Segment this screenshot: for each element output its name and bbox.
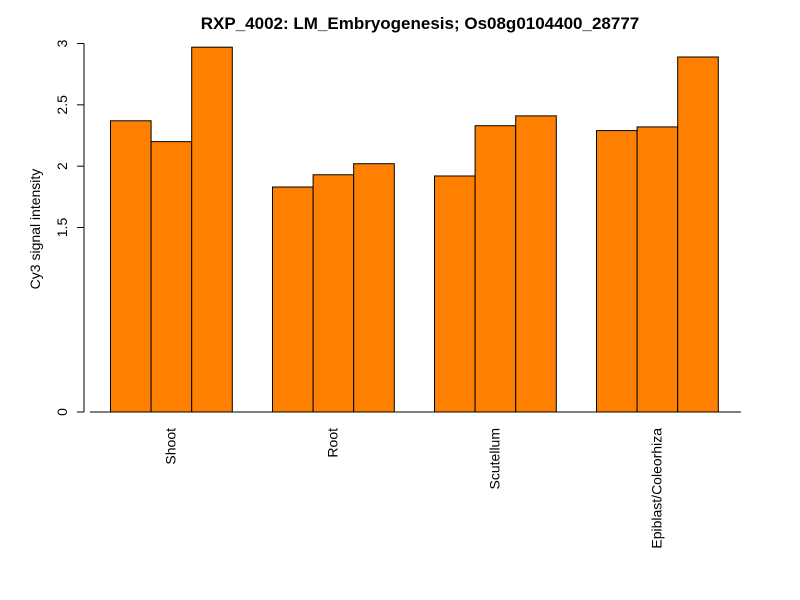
y-axis-label: Cy3 signal intensity: [27, 169, 43, 290]
bar: [677, 56, 719, 413]
bar: [434, 175, 476, 413]
bar: [312, 174, 355, 413]
bar: [636, 126, 679, 413]
bar: [191, 46, 233, 413]
bar: [110, 120, 152, 413]
y-tick-label: 1.5: [54, 218, 70, 238]
x-category-label: Epiblast/Coleorhiza: [648, 428, 664, 549]
bar: [353, 163, 395, 413]
bar: [272, 186, 314, 413]
bar: [474, 125, 517, 413]
bars: [110, 46, 719, 413]
y-axis: 0 1.5 2 2.5 3: [54, 39, 85, 416]
x-category-label: Scutellum: [486, 428, 502, 489]
bar: [596, 130, 638, 413]
chart-title: RXP_4002: LM_Embryogenesis; Os08g0104400…: [201, 14, 639, 33]
y-tick-label: 2: [54, 162, 70, 170]
x-category-label: Root: [324, 428, 340, 458]
x-axis-labels: Shoot Root Scutellum Epiblast/Coleorhiza: [162, 428, 664, 549]
y-tick-label: 3: [54, 39, 70, 47]
bar: [150, 141, 193, 413]
y-tick-label: 2.5: [54, 95, 70, 115]
x-category-label: Shoot: [162, 428, 178, 465]
y-tick-label: 0: [54, 408, 70, 416]
bar: [515, 115, 557, 413]
